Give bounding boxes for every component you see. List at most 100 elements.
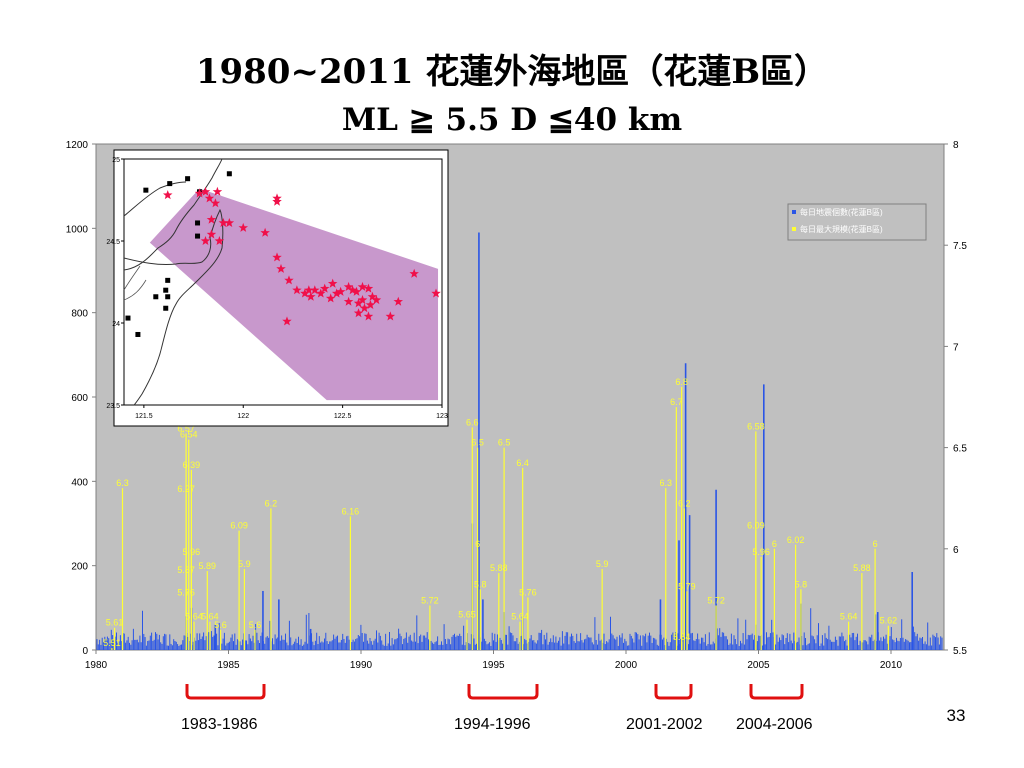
coastline-detail <box>123 265 147 301</box>
epicenter-star <box>359 303 370 313</box>
epicenter-star <box>300 288 310 298</box>
x-tick-label: 1990 <box>350 660 373 671</box>
epicenter-star <box>206 214 217 224</box>
epicenter-star <box>363 283 374 293</box>
epicenter-star <box>367 291 378 301</box>
magnitude-label: 5.64 <box>840 612 858 622</box>
station-marker <box>153 294 159 300</box>
magnitude-label: 6.27 <box>177 484 195 494</box>
legend-box <box>787 203 927 241</box>
magnitude-label: 6.5 <box>498 438 511 448</box>
epicenter-star <box>260 227 270 237</box>
epicenter-star <box>284 275 294 285</box>
epicenter-star <box>272 193 282 203</box>
station-marker <box>195 233 201 239</box>
y-left-tick-label: 0 <box>82 646 88 657</box>
y-right-tick-label: 6 <box>953 545 959 556</box>
magnitude-label: 5.89 <box>199 561 217 571</box>
epicenter-star <box>224 218 235 227</box>
magnitude-label: 6.3 <box>116 478 129 488</box>
epicenter-star <box>353 308 364 318</box>
epicenter-star <box>292 285 302 295</box>
station-marker <box>167 181 173 187</box>
magnitude-label: 6.6 <box>466 417 479 427</box>
x-tick-label: 1985 <box>217 660 240 671</box>
magnitude-label: 5.64 <box>201 612 219 622</box>
period-brackets <box>185 684 804 700</box>
legend-label: 每日地震個數(花蓮B區) <box>800 207 883 217</box>
magnitude-label: 6.3 <box>659 478 672 488</box>
y-left-tick-label: 800 <box>71 309 88 320</box>
period-bracket <box>654 684 693 700</box>
y-right-tick-label: 6.5 <box>953 444 967 455</box>
station-marker <box>165 294 171 300</box>
legend-swatch <box>792 210 796 214</box>
epicenter-star <box>357 295 368 305</box>
magnitude-label: 5.72 <box>707 595 725 605</box>
map-y-tick-label: 24 <box>112 321 120 328</box>
magnitude-label: 6.09 <box>230 521 248 531</box>
y-left-tick-label: 200 <box>71 562 88 573</box>
epicenter-star <box>316 288 326 298</box>
magnitude-label: 5.8 <box>474 579 487 589</box>
map-y-tick-label: 23.5 <box>106 403 120 410</box>
magnitude-label: 5.62 <box>880 616 898 626</box>
epicenter-star <box>351 286 362 296</box>
magnitude-label: 5.88 <box>853 563 871 573</box>
epicenter-star <box>212 186 223 196</box>
map-y-tick-label: 24.5 <box>106 239 120 246</box>
magnitude-label: 6.4 <box>516 458 529 468</box>
epicenter-star <box>306 291 316 301</box>
epicenter-star <box>327 278 338 288</box>
period-bracket <box>749 684 804 700</box>
y-right-tick-label: 8 <box>953 140 959 151</box>
station-marker <box>163 287 169 293</box>
magnitude-label: 5.96 <box>752 547 770 557</box>
epicenter-star <box>353 298 364 308</box>
magnitude-label: 5.64 <box>185 612 203 622</box>
epicenter-star <box>385 311 396 321</box>
max-magnitude-series <box>111 386 889 650</box>
epicenter-star <box>214 236 225 245</box>
station-marker <box>143 187 149 193</box>
magnitude-label: 6 <box>772 539 777 549</box>
epicenter-star <box>210 198 221 208</box>
epicenter-star <box>218 218 229 227</box>
map-y-tick-label: 25 <box>112 157 120 164</box>
period-bracket <box>467 684 539 700</box>
y-left-tick-label: 400 <box>71 477 88 488</box>
y-left-tick-label: 600 <box>71 393 88 404</box>
magnitude-label: 5.61 <box>106 618 124 628</box>
station-marker <box>185 176 191 182</box>
epicenter-star <box>371 295 382 305</box>
epicenter-star <box>206 229 217 239</box>
magnitude-label: 5.76 <box>177 587 195 597</box>
epicenter-star <box>331 288 342 298</box>
magnitude-label: 6.2 <box>678 498 691 508</box>
station-marker <box>195 220 201 226</box>
magnitude-label: 6.02 <box>787 535 805 545</box>
magnitude-label: 5.65 <box>458 610 476 620</box>
map-x-tick-label: 123 <box>436 413 448 420</box>
y-left-tick-label: 1000 <box>66 224 89 235</box>
y-right-tick-label: 5.5 <box>953 646 967 657</box>
magnitude-label: 6.09 <box>747 521 765 531</box>
magnitude-label: 6.2 <box>265 498 278 508</box>
epicenter-star <box>200 236 211 245</box>
daily-count-series <box>96 232 943 650</box>
magnitude-label: 5.54 <box>673 632 691 642</box>
magnitude-label: 5.6 <box>214 620 227 630</box>
epicenter-star <box>163 190 173 200</box>
map-x-tick-label: 122 <box>237 413 249 420</box>
x-tick-label: 1980 <box>85 660 108 671</box>
magnitude-label: 6.58 <box>747 421 765 431</box>
magnitude-label: 6.39 <box>183 460 201 470</box>
epicenter-star <box>310 285 320 295</box>
magnitude-label: 5.72 <box>421 595 439 605</box>
epicenter-star <box>363 311 374 321</box>
epicenter-star <box>304 285 314 295</box>
y-right-tick-label: 7 <box>953 342 959 353</box>
epicenter-star <box>238 222 248 232</box>
magnitude-label: 5.6 <box>249 620 262 630</box>
magnitude-label: 6 <box>873 539 878 549</box>
